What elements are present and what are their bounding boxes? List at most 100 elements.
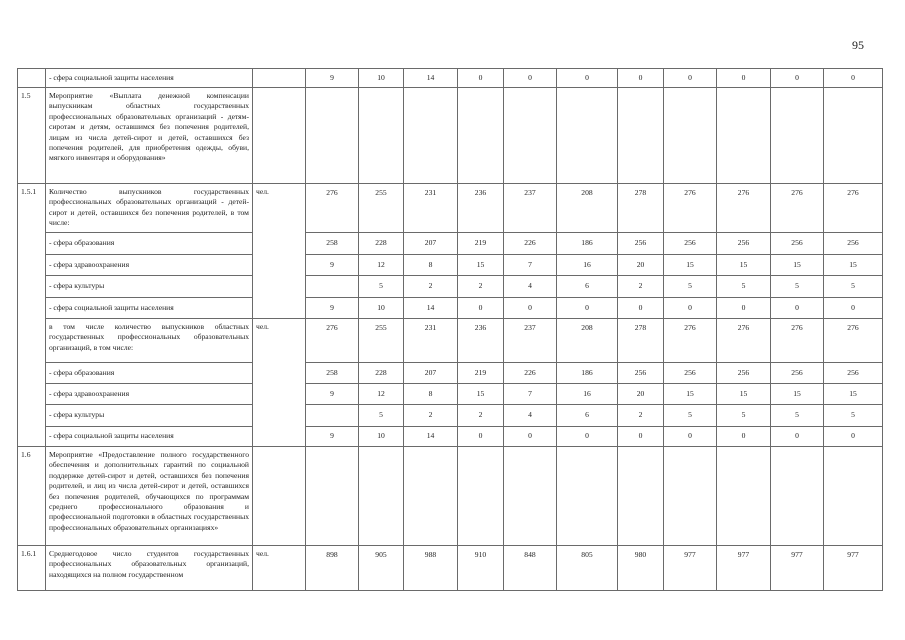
value-cell: 4	[503, 404, 557, 427]
value-cell: 10	[358, 68, 404, 88]
value-cell: 276	[663, 183, 717, 233]
value-cell: 4	[503, 275, 557, 298]
table-row: - сфера социальной защиты населения 9 10 14…	[17, 68, 883, 88]
value-cell: 0	[770, 426, 824, 447]
value-cell: 5	[358, 404, 404, 427]
value-cell	[823, 446, 883, 546]
value-cell: 5	[358, 275, 404, 298]
value-cell: 0	[503, 68, 557, 88]
value-cell: 256	[716, 232, 771, 255]
row-name: Мероприятие «Выплата денежной компенсаци…	[45, 87, 253, 184]
value-cell: 256	[663, 362, 717, 384]
value-cell: 14	[403, 426, 458, 447]
row-name: - сфера социальной защиты населения	[45, 426, 253, 447]
value-cell: 0	[503, 297, 557, 319]
value-cell: 276	[716, 183, 771, 233]
value-cell	[716, 446, 771, 546]
value-cell: 15	[823, 254, 883, 276]
value-cell	[617, 87, 664, 184]
value-cell: 219	[457, 232, 504, 255]
value-cell: 2	[403, 404, 458, 427]
value-cell: 9	[305, 383, 359, 405]
value-cell: 7	[503, 383, 557, 405]
value-cell	[503, 87, 557, 184]
value-cell: 12	[358, 383, 404, 405]
value-cell: 0	[457, 68, 504, 88]
value-cell: 0	[457, 297, 504, 319]
value-cell	[770, 446, 824, 546]
value-cell: 258	[305, 362, 359, 384]
value-cell	[556, 446, 618, 546]
value-cell: 0	[556, 297, 618, 319]
value-cell: 2	[617, 275, 664, 298]
value-cell: 5	[770, 404, 824, 427]
value-cell: 905	[358, 545, 404, 591]
value-cell	[617, 446, 664, 546]
value-cell: 276	[305, 183, 359, 233]
row-code: 1.5	[17, 87, 46, 184]
value-cell	[716, 87, 771, 184]
value-cell: 0	[617, 426, 664, 447]
value-cell: 256	[663, 232, 717, 255]
table-row: 1.5 Мероприятие «Выплата денежной компенс…	[17, 87, 883, 184]
value-cell: 0	[457, 426, 504, 447]
value-cell: 0	[663, 426, 717, 447]
value-cell: 208	[556, 183, 618, 233]
row-name: в том числе количество выпускников облас…	[45, 318, 253, 363]
value-cell: 2	[457, 404, 504, 427]
value-cell	[663, 87, 717, 184]
value-cell: 20	[617, 383, 664, 405]
indicators-table: - сфера социальной защиты населения 9 10 14…	[17, 68, 883, 591]
table-row: 1.6.1 Среднегодовое число студентов госуд…	[17, 545, 883, 591]
value-cell	[305, 87, 359, 184]
table-row: 1.6 Мероприятие «Предоставление полного г…	[17, 446, 883, 546]
value-cell: 228	[358, 362, 404, 384]
value-cell: 258	[305, 232, 359, 255]
table-row: - сфера здравоохранения 9 12 8 15 7 16 20 15 15 15…	[18, 383, 883, 405]
value-cell: 207	[403, 362, 458, 384]
value-cell: 186	[556, 232, 618, 255]
value-cell: 20	[617, 254, 664, 276]
table-row: - сфера образования 258 228 207 219 226 186 256…	[18, 362, 883, 384]
value-cell: 255	[358, 318, 404, 363]
row-unit: чел.	[252, 545, 306, 591]
value-cell: 10	[358, 426, 404, 447]
value-cell: 15	[457, 254, 504, 276]
row-name: - сфера социальной защиты населения	[45, 297, 253, 319]
value-cell: 0	[663, 68, 717, 88]
value-cell	[457, 87, 504, 184]
value-cell: 9	[305, 297, 359, 319]
value-cell: 14	[403, 68, 458, 88]
value-cell: 236	[457, 318, 504, 363]
row-unit	[252, 87, 306, 184]
value-cell: 256	[770, 232, 824, 255]
value-cell: 898	[305, 545, 359, 591]
value-cell: 256	[770, 362, 824, 384]
value-cell: 226	[503, 232, 557, 255]
value-cell: 15	[663, 383, 717, 405]
table-row: - сфера образования 258 228 207 219 226 186 256…	[18, 232, 883, 255]
value-cell: 0	[617, 68, 664, 88]
value-cell: 276	[770, 318, 824, 363]
value-cell	[305, 275, 359, 298]
row-name: - сфера образования	[45, 232, 253, 255]
value-cell: 2	[617, 404, 664, 427]
value-cell: 208	[556, 318, 618, 363]
value-cell: 256	[617, 232, 664, 255]
value-cell: 276	[823, 183, 883, 233]
value-cell: 977	[716, 545, 771, 591]
row-name: Мероприятие «Предоставление полного госу…	[45, 446, 253, 546]
value-cell: 276	[716, 318, 771, 363]
value-cell: 276	[663, 318, 717, 363]
value-cell: 2	[403, 275, 458, 298]
row-name: - сфера культуры	[45, 275, 253, 298]
value-cell: 2	[457, 275, 504, 298]
value-cell: 276	[305, 318, 359, 363]
value-cell: 255	[358, 183, 404, 233]
value-cell	[305, 404, 359, 427]
value-cell: 0	[823, 297, 883, 319]
value-cell: 207	[403, 232, 458, 255]
value-cell	[663, 446, 717, 546]
value-cell: 15	[770, 383, 824, 405]
value-cell: 910	[457, 545, 504, 591]
